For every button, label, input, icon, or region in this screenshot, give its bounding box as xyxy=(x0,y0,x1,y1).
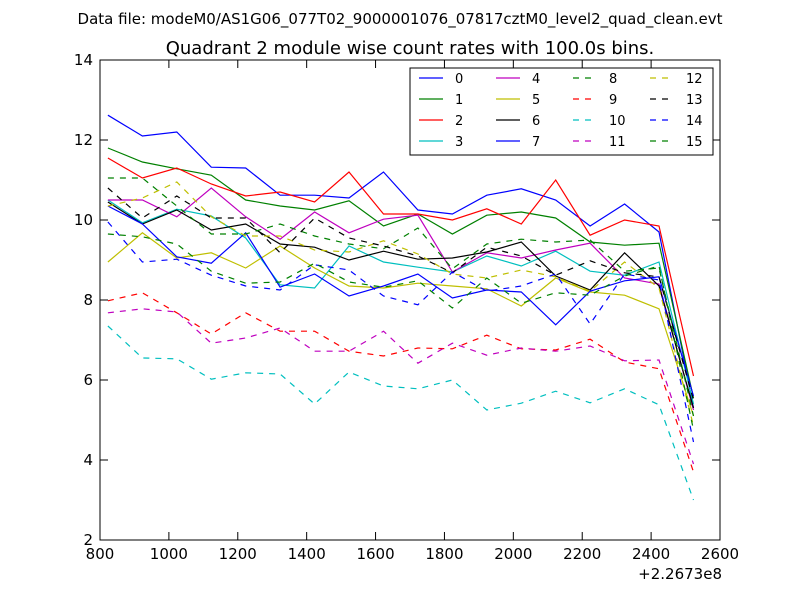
x-tick-label: 2600 xyxy=(701,545,739,563)
legend-label-11: 11 xyxy=(609,135,626,150)
x-tick-label: 1800 xyxy=(425,545,463,563)
series-lines xyxy=(107,114,695,501)
y-tick-label: 8 xyxy=(83,291,93,309)
x-tick-label: 1400 xyxy=(288,545,326,563)
series-line-2 xyxy=(107,157,695,377)
legend-label-3: 3 xyxy=(455,135,463,150)
legend-label-9: 9 xyxy=(609,93,617,108)
x-tick-label: 1000 xyxy=(150,545,188,563)
legend-label-10: 10 xyxy=(609,114,626,129)
legend-label-12: 12 xyxy=(686,72,703,87)
x-tick-label: 800 xyxy=(86,545,115,563)
x-tick-label: 1200 xyxy=(219,545,257,563)
x-tick-label: 2400 xyxy=(632,545,670,563)
x-tick-label: 2000 xyxy=(494,545,532,563)
legend-label-2: 2 xyxy=(455,114,463,129)
series-line-1 xyxy=(107,147,695,399)
y-tick-label: 12 xyxy=(74,131,93,149)
legend-label-14: 14 xyxy=(686,114,703,129)
series-line-3 xyxy=(107,199,695,405)
legend-label-6: 6 xyxy=(532,114,540,129)
legend-label-5: 5 xyxy=(532,93,540,108)
series-line-11 xyxy=(107,308,695,465)
legend-label-13: 13 xyxy=(686,93,703,108)
series-line-4 xyxy=(107,187,695,411)
series-line-12 xyxy=(107,181,695,427)
legend-label-0: 0 xyxy=(455,72,463,87)
figure-suptitle: Data file: modeM0/AS1G06_077T02_90000010… xyxy=(78,10,723,29)
series-line-6 xyxy=(107,201,695,409)
legend-label-1: 1 xyxy=(455,93,463,108)
x-axis-offset-label: +2.2673e8 xyxy=(638,565,722,583)
legend-label-7: 7 xyxy=(532,135,540,150)
legend-label-8: 8 xyxy=(609,72,617,87)
legend-label-4: 4 xyxy=(532,72,540,87)
series-line-13 xyxy=(107,187,695,401)
legend-label-15: 15 xyxy=(686,135,703,150)
x-tick-label: 1600 xyxy=(356,545,394,563)
y-tick-label: 6 xyxy=(83,371,93,389)
series-line-14 xyxy=(107,221,695,443)
y-tick-label: 2 xyxy=(83,531,93,549)
series-line-15 xyxy=(107,233,695,431)
series-line-7 xyxy=(107,205,695,397)
x-tick-label: 2200 xyxy=(563,545,601,563)
y-tick-label: 4 xyxy=(83,451,93,469)
chart-title: Quadrant 2 module wise count rates with … xyxy=(166,38,655,59)
series-line-10 xyxy=(107,325,695,501)
y-tick-label: 14 xyxy=(74,51,93,69)
series-line-0 xyxy=(107,114,695,409)
series-line-9 xyxy=(107,292,695,473)
plot-area: 800 1000 1200 1400 1600 1800 2000 2200 2400 2600 2… xyxy=(74,51,739,563)
y-tick-label: 10 xyxy=(74,211,93,229)
